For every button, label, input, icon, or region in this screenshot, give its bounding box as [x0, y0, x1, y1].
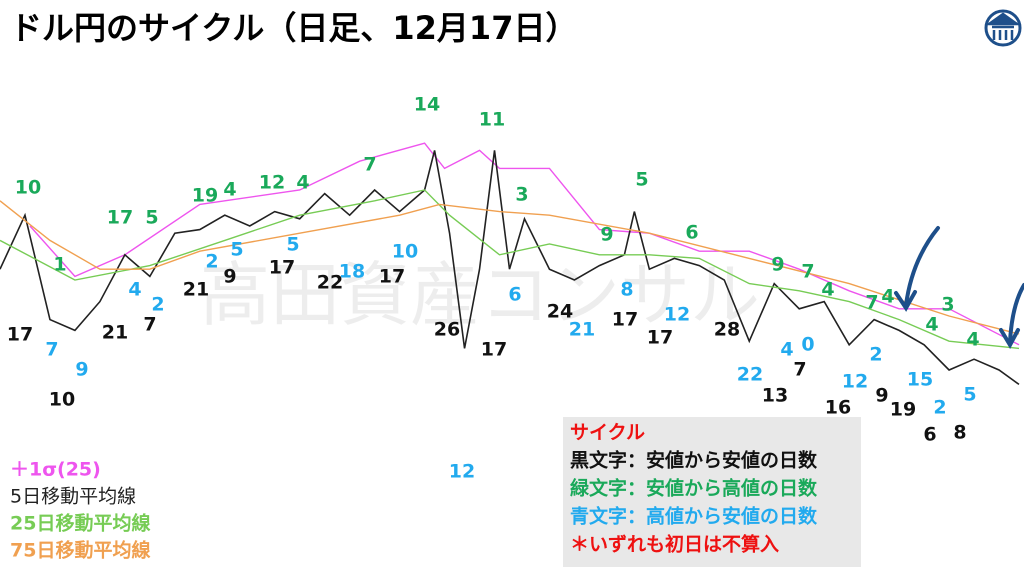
cycle-label: 10 [49, 389, 75, 411]
cycle-label: 6 [923, 424, 936, 446]
key-note: ＊いずれも初日は不算入 [570, 533, 779, 556]
cycle-label: 4 [780, 339, 793, 361]
key-green: 緑文字：安値から高値の日数 [570, 477, 818, 500]
cycle-label: 2 [933, 397, 946, 419]
cycle-label: 5 [635, 169, 648, 191]
cycle-label: 7 [143, 314, 156, 336]
cycle-label: 16 [825, 397, 851, 419]
cycle-label: 26 [434, 319, 460, 341]
cycle-label: 3 [515, 184, 528, 206]
cycle-label: 24 [547, 301, 573, 323]
legend-label: 75日移動平均線 [10, 539, 150, 562]
cycle-label: 18 [339, 261, 365, 283]
cycle-label: 2 [151, 294, 164, 316]
cycle-label: 2 [205, 251, 218, 273]
cycle-label: 28 [714, 319, 740, 341]
legend-label: 25日移動平均線 [10, 512, 150, 535]
cycle-label: 5 [145, 207, 158, 229]
key-box [563, 417, 861, 567]
cycle-label: 5 [230, 239, 243, 261]
cycle-label: 9 [75, 359, 88, 381]
cycle-label: 4 [821, 279, 834, 301]
cycle-label: 9 [600, 224, 613, 246]
cycle-label: 7 [865, 292, 878, 314]
cycle-label: 12 [664, 304, 690, 326]
cycle-label: 6 [508, 284, 521, 306]
cycle-label: 1 [53, 254, 66, 276]
cycle-label: 7 [793, 359, 806, 381]
cycle-label: 2 [869, 344, 882, 366]
cycle-label: 19 [890, 399, 916, 421]
cycle-label: 19 [192, 185, 218, 207]
cycle-label: 11 [479, 109, 505, 131]
cycle-label: 17 [481, 339, 507, 361]
cycle-label: 12 [449, 461, 475, 483]
cycle-label: 17 [612, 309, 638, 331]
cycle-label: 4 [223, 179, 236, 201]
cycle-label: 13 [762, 385, 788, 407]
cycle-label: 4 [296, 172, 309, 194]
chart-title: ドル円のサイクル（日足、12月17日） [10, 9, 577, 47]
cycle-label: 3 [941, 294, 954, 316]
cycle-label: 8 [953, 422, 966, 444]
cycle-label: 12 [259, 172, 285, 194]
cycle-label: 21 [102, 322, 128, 344]
cycle-label: 4 [925, 314, 938, 336]
cycle-label: 9 [875, 385, 888, 407]
cycle-label: 14 [414, 94, 440, 116]
cycle-label: 7 [45, 339, 58, 361]
cycle-label: 4 [881, 286, 894, 308]
cycle-label: 4 [128, 279, 141, 301]
series-line [0, 150, 1020, 386]
cycle-label: 5 [286, 234, 299, 256]
cycle-label: 6 [685, 222, 698, 244]
cycle-label: 7 [363, 154, 376, 176]
cycle-label: 10 [392, 241, 418, 263]
cycle-label: 15 [907, 369, 933, 391]
cycle-label: 9 [771, 254, 784, 276]
cycle-label: 17 [7, 324, 33, 346]
cycle-label: 5 [963, 384, 976, 406]
cycle-label: 21 [183, 279, 209, 301]
key-black: 黒文字：安値から安値の日数 [570, 449, 818, 472]
cycle-label: 22 [317, 272, 343, 294]
series-line [0, 189, 1020, 350]
cycle-label: 22 [737, 364, 763, 386]
cycle-label: 21 [569, 319, 595, 341]
cycle-label: 0 [801, 334, 814, 356]
arrows [894, 226, 1024, 350]
series-line [0, 200, 1020, 335]
cycle-label: 17 [379, 266, 405, 288]
key-title: サイクル [570, 422, 645, 444]
legend-label: ＋1σ(25) [10, 459, 101, 481]
legend-label: 5日移動平均線 [10, 486, 136, 508]
cycle-label: 17 [107, 207, 133, 229]
cycle-label: 7 [801, 261, 814, 283]
cycle-label: 9 [223, 266, 236, 288]
key-blue: 青文字：高値から安値の日数 [570, 505, 818, 528]
cycle-label: 10 [15, 177, 41, 199]
cycle-label: 17 [269, 257, 295, 279]
cycle-label: 12 [842, 371, 868, 393]
cycle-label: 8 [620, 279, 633, 301]
logo [984, 9, 1022, 47]
cycle-label: 17 [647, 327, 673, 349]
cycle-label: 4 [966, 329, 979, 351]
series-line [29, 142, 1020, 346]
